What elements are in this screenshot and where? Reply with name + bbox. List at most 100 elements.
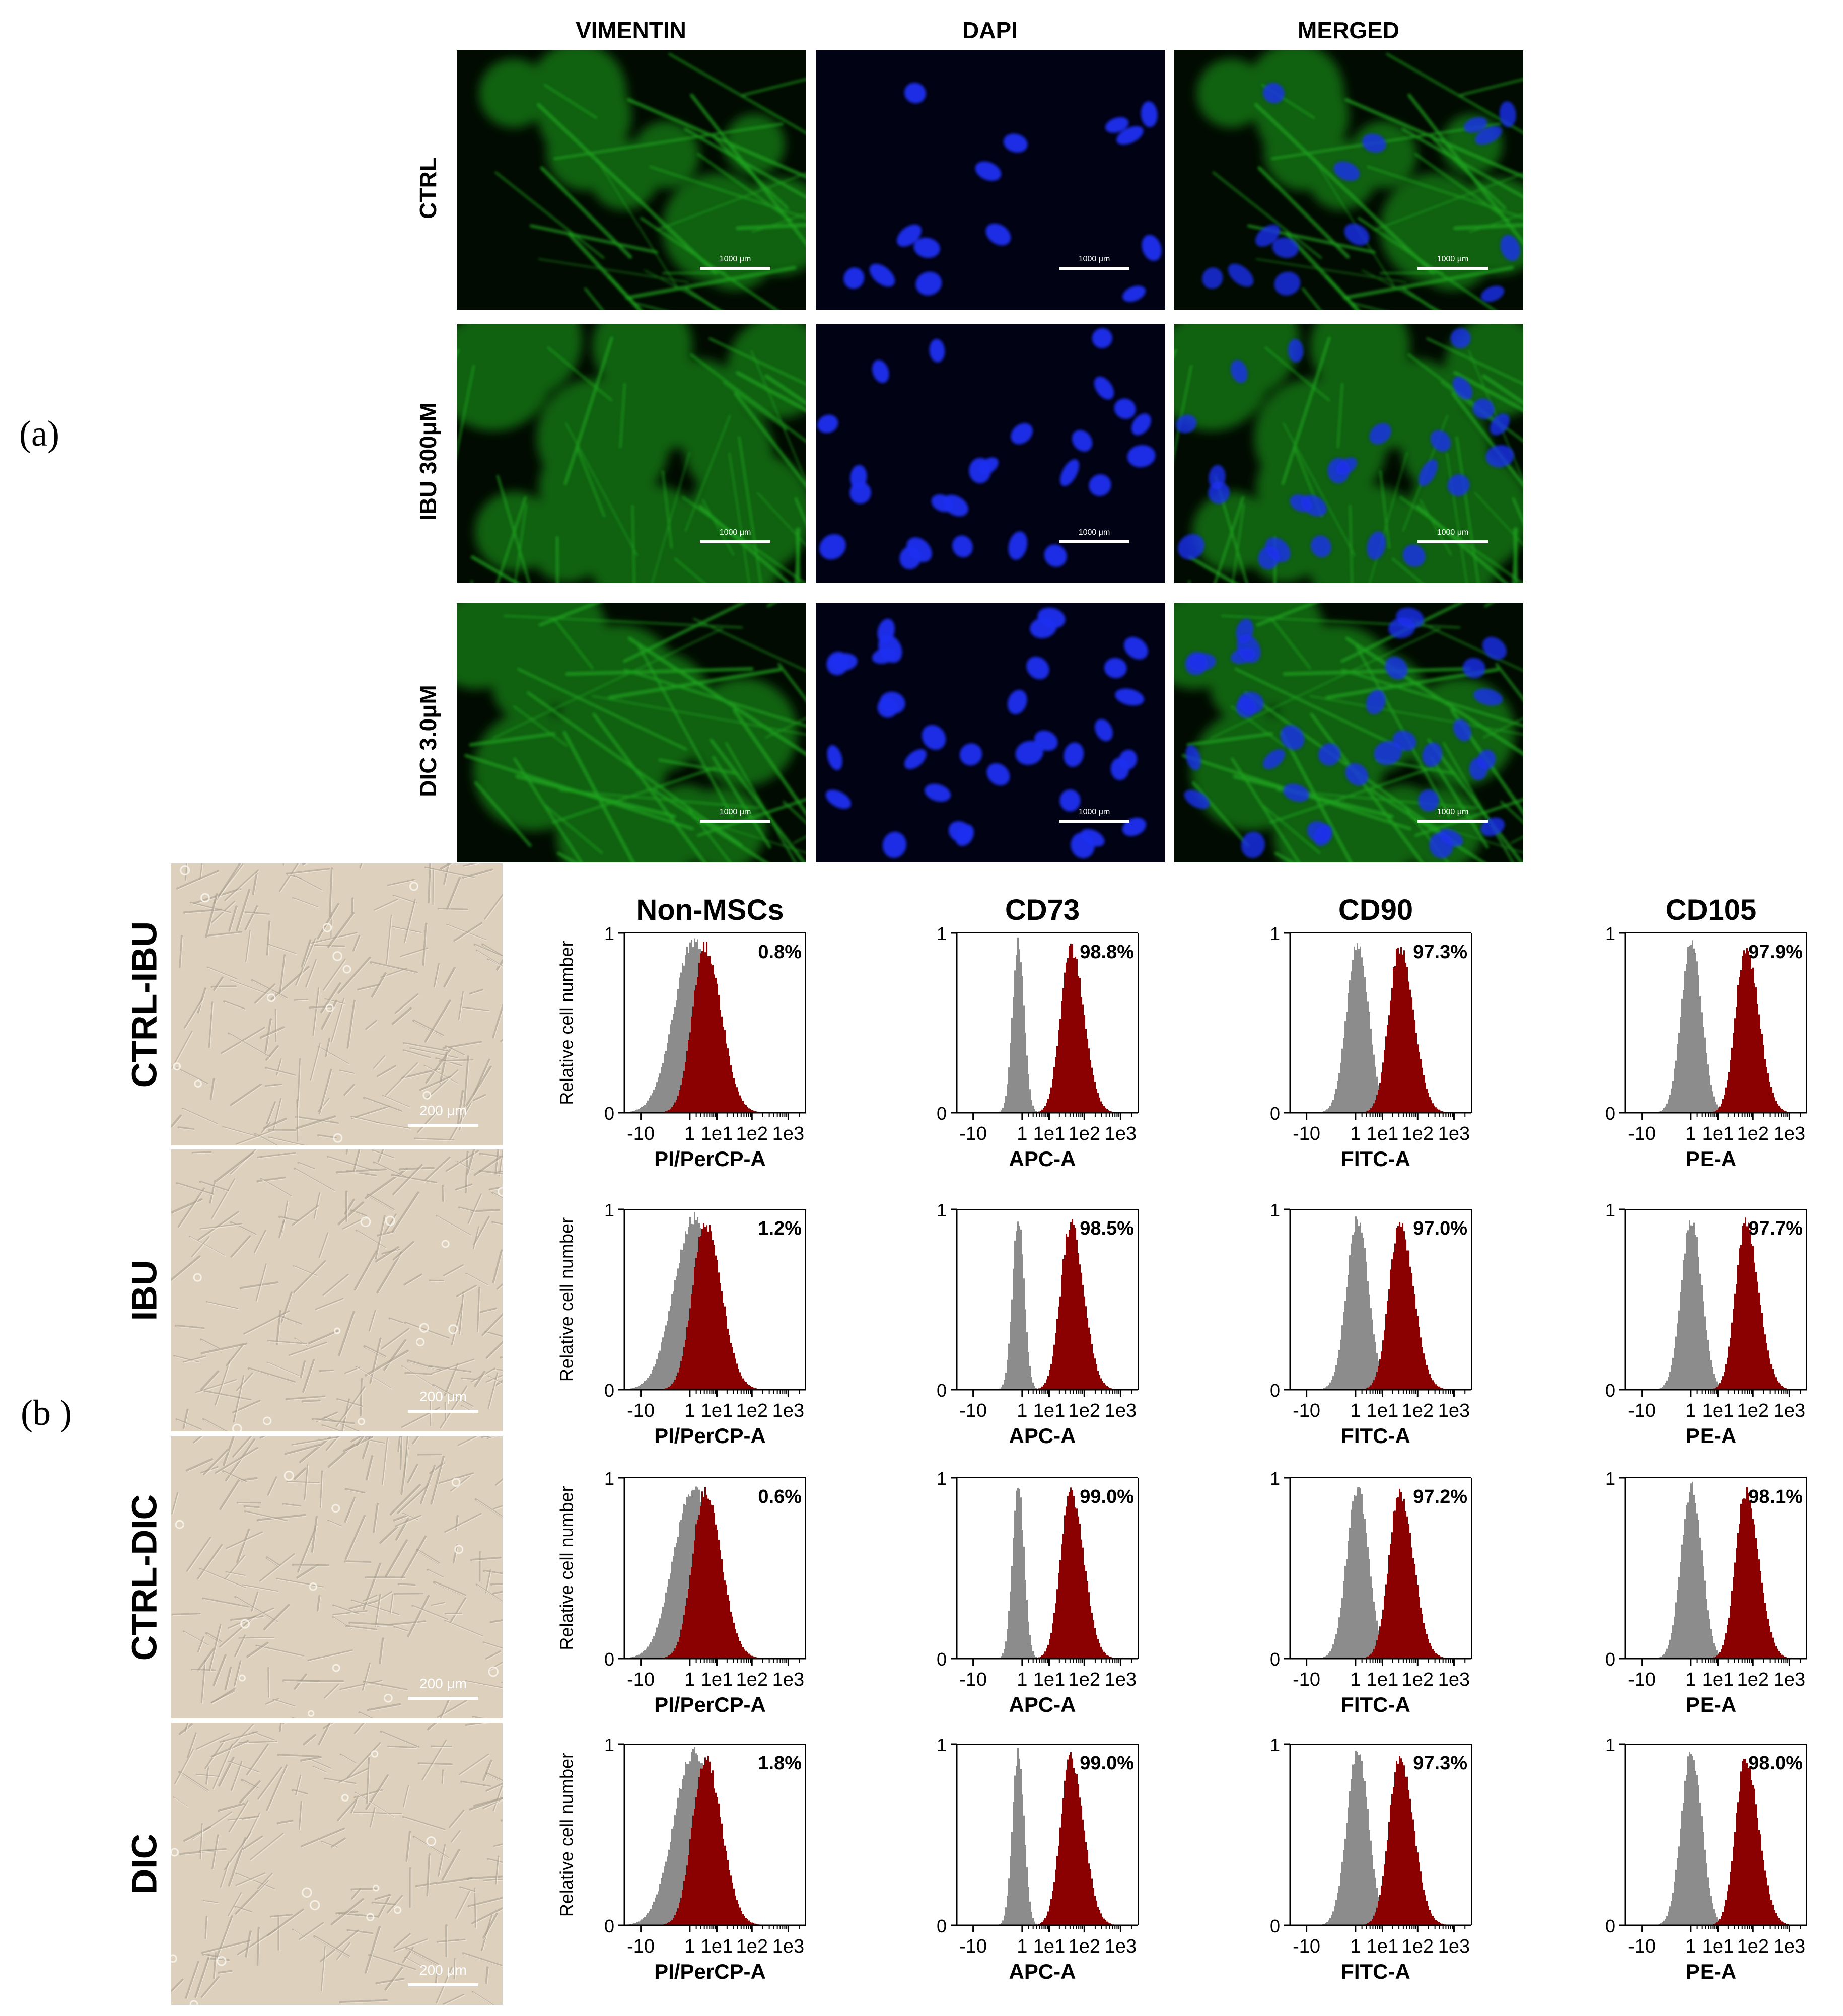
cell-edge: [182, 1355, 206, 1363]
x-tick-label: 1: [1017, 1400, 1027, 1421]
cell-edge: [350, 1436, 362, 1443]
cell-halo: [457, 1517, 459, 1531]
cell-edge: [384, 1213, 397, 1233]
fiber: [1192, 781, 1249, 847]
x-tick-label: 1: [1685, 1123, 1696, 1144]
cell-halo: [229, 1034, 271, 1059]
cell-halo: [215, 1656, 227, 1687]
cell-edge: [440, 863, 453, 870]
y-tick-label: 1: [1270, 923, 1280, 944]
cell-halo: [395, 1934, 411, 1949]
cell-halo: [339, 1203, 365, 1226]
cell-halo: [376, 1595, 382, 1628]
cell-edge: [492, 1249, 503, 1283]
x-tick-label: 1e3: [772, 1669, 804, 1690]
fiber: [513, 705, 568, 747]
y-tick-label: 0: [604, 1916, 614, 1936]
cell-halo: [323, 1275, 349, 1297]
cell-edge: [292, 897, 319, 908]
cell-halo: [295, 1261, 327, 1294]
cell-halo: [303, 1401, 321, 1403]
row-title-0: CTRL: [415, 157, 441, 219]
nucleus: [1274, 271, 1301, 296]
nucleus: [825, 789, 852, 809]
cell-edge: [450, 1597, 466, 1623]
cell-edge: [200, 1338, 220, 1350]
cell-edge: [494, 1149, 500, 1175]
y-tick-label: 1: [1270, 1200, 1280, 1220]
cell-halo: [483, 945, 503, 957]
cell-edge: [473, 943, 503, 958]
cell-halo: [426, 1001, 452, 1043]
x-tick-label: 1e1: [1033, 1669, 1065, 1690]
cell-halo: [502, 1821, 503, 1822]
fiber: [1257, 166, 1350, 259]
cell-halo: [421, 1466, 436, 1505]
cell-halo: [311, 1044, 322, 1082]
nucleus: [977, 457, 999, 475]
cell-halo: [473, 1909, 503, 1925]
cell-edge: [430, 1455, 445, 1505]
cell-halo: [486, 1570, 492, 1594]
cell-edge: [278, 1215, 299, 1222]
cell-halo: [419, 1764, 453, 1766]
cell-edge: [496, 1283, 503, 1290]
fiber: [1511, 836, 1523, 844]
cell-edge: [458, 1753, 489, 1775]
cell-edge: [291, 1789, 308, 1795]
nucleus: [1374, 741, 1402, 765]
cell-halo: [256, 1646, 305, 1658]
marker-distribution: [957, 943, 1140, 1113]
nucleus: [1472, 398, 1495, 419]
cell-edge: [460, 1780, 491, 1788]
cell-edge: [276, 1578, 324, 1588]
cell-edge: [463, 1055, 470, 1107]
cell-edge: [453, 1958, 456, 1979]
cell-edge: [371, 972, 387, 998]
cell-edge: [256, 1176, 286, 1183]
cell-halo: [321, 1931, 360, 1963]
x-tick-label: -10: [627, 1669, 655, 1690]
cell-halo: [303, 863, 309, 866]
cell-halo: [198, 1545, 224, 1580]
cell-edge: [345, 1625, 378, 1631]
cell-halo: [258, 1516, 307, 1522]
cell-edge: [185, 1458, 214, 1472]
nucleus: [1336, 457, 1357, 475]
cell-body: [538, 68, 632, 163]
cell-edge: [259, 1553, 295, 1582]
row-title-0: CTRL-IBU: [124, 921, 164, 1088]
cell-edge: [327, 912, 355, 948]
cell-edge: [365, 1774, 389, 1810]
cell-edge: [353, 1250, 378, 1291]
micrograph-vimentin-1: 1000 μm: [457, 324, 806, 583]
cell-halo: [174, 1797, 189, 1808]
x-axis-label: FITC-A: [1341, 1147, 1410, 1171]
cell-halo: [456, 1185, 473, 1191]
cell-body: [1370, 359, 1463, 453]
cell-halo: [408, 1465, 419, 1484]
cell-body: [727, 324, 806, 419]
nucleus: [1473, 688, 1503, 706]
cell-halo: [186, 1962, 200, 1999]
cell-halo: [424, 1158, 451, 1183]
cell-edge: [252, 1731, 275, 1741]
cell-edge: [452, 1544, 458, 1564]
cell-edge: [346, 999, 356, 1049]
cell-edge: [322, 1273, 349, 1296]
cell-edge: [373, 898, 398, 911]
cell-edge: [466, 1149, 476, 1175]
phase-contrast-image-3: 200 μm: [171, 1723, 503, 2005]
cell-halo: [490, 1188, 503, 1191]
fiber: [1379, 470, 1390, 549]
cell-halo: [374, 1163, 407, 1179]
cell-halo: [175, 1750, 195, 1785]
phase-contrast-content: 200 μm: [171, 863, 503, 1145]
cell-edge: [320, 1929, 359, 1962]
cell-edge: [218, 1970, 233, 1974]
nucleus: [1230, 359, 1248, 383]
cell-edge: [318, 1068, 332, 1115]
phase-contrast-content: 200 μm: [171, 1723, 503, 2005]
rounded-cell: [308, 1710, 315, 1717]
cell-halo: [215, 978, 224, 991]
